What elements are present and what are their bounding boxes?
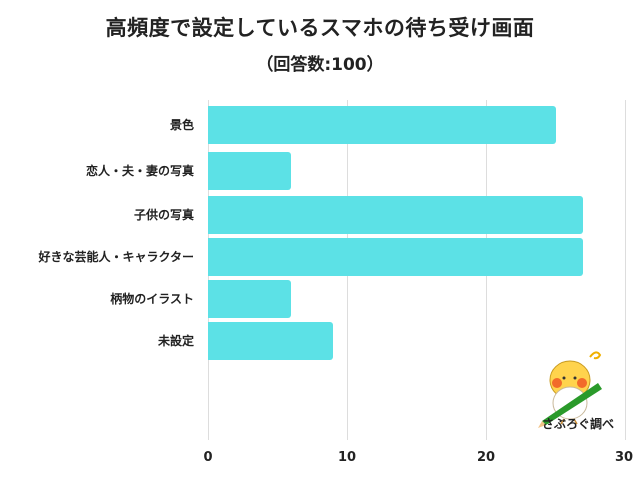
x-tick-30: 30 (614, 450, 634, 465)
source-label: さぶろぐ調べ (541, 417, 614, 431)
category-label: 景色 (169, 118, 194, 132)
plot-area (208, 100, 626, 440)
chart-subtitle: （回答数:100） (256, 55, 384, 75)
bar-0 (208, 106, 556, 144)
gridline-30 (625, 100, 626, 440)
bar-1 (208, 152, 292, 190)
x-tick-0: 0 (203, 450, 213, 465)
category-label: 好きな芸能人・キャラクター (38, 250, 194, 264)
category-label: 子供の写真 (133, 208, 194, 222)
x-tick-10: 10 (337, 450, 357, 465)
cockatiel-with-pencil-icon (538, 351, 602, 428)
category-label: 柄物のイラスト (110, 292, 194, 306)
category-label: 恋人・夫・妻の写真 (85, 164, 194, 178)
bar-5 (208, 322, 334, 360)
x-tick-20: 20 (476, 450, 496, 465)
bar-3 (208, 238, 584, 276)
bar-4 (208, 280, 292, 318)
category-label: 未設定 (157, 334, 194, 348)
chart-title: 高頻度で設定しているスマホの待ち受け画面 (105, 16, 535, 40)
bar-2 (208, 196, 584, 234)
